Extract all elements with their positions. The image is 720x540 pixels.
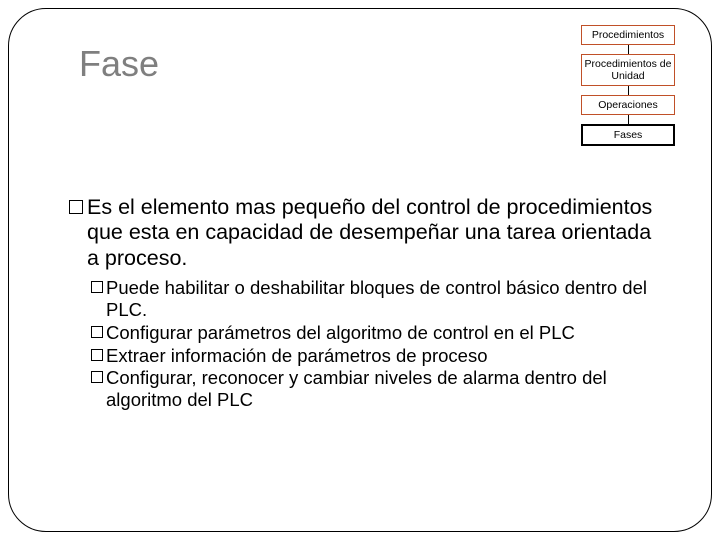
hierarchy-box: Procedimientos de Unidad: [581, 54, 675, 86]
sub-bullet-row: Configurar, reconocer y cambiar niveles …: [91, 367, 669, 411]
square-bullet-icon: [91, 281, 103, 293]
sub-bullet-row: Extraer información de parámetros de pro…: [91, 345, 669, 367]
hierarchy-connector: [628, 115, 629, 124]
square-bullet-icon: [91, 349, 103, 361]
square-bullet-icon: [69, 200, 83, 214]
main-bullet-text: Es el elemento mas pequeño del control d…: [87, 195, 669, 271]
main-bullet-row: Es el elemento mas pequeño del control d…: [69, 195, 669, 271]
sub-bullet-text: Configurar parámetros del algoritmo de c…: [106, 322, 575, 344]
sub-bullet-row: Configurar parámetros del algoritmo de c…: [91, 322, 669, 344]
sub-bullet-text: Puede habilitar o deshabilitar bloques d…: [106, 277, 669, 321]
sub-bullet-text: Configurar, reconocer y cambiar niveles …: [106, 367, 669, 411]
hierarchy-connector: [628, 86, 629, 95]
hierarchy-connector: [628, 45, 629, 54]
sub-bullet-list: Puede habilitar o deshabilitar bloques d…: [91, 277, 669, 411]
slide-frame: Fase Procedimientos Procedimientos de Uni…: [8, 8, 712, 532]
hierarchy-box: Operaciones: [581, 95, 675, 115]
square-bullet-icon: [91, 371, 103, 383]
sub-bullet-text: Extraer información de parámetros de pro…: [106, 345, 488, 367]
hierarchy-box: Procedimientos: [581, 25, 675, 45]
hierarchy-box: Fases: [581, 124, 675, 146]
sub-bullet-row: Puede habilitar o deshabilitar bloques d…: [91, 277, 669, 321]
hierarchy-diagram: Procedimientos Procedimientos de Unidad Op…: [581, 25, 675, 146]
slide-title: Fase: [79, 43, 159, 85]
body-content: Es el elemento mas pequeño del control d…: [69, 195, 669, 412]
square-bullet-icon: [91, 326, 103, 338]
